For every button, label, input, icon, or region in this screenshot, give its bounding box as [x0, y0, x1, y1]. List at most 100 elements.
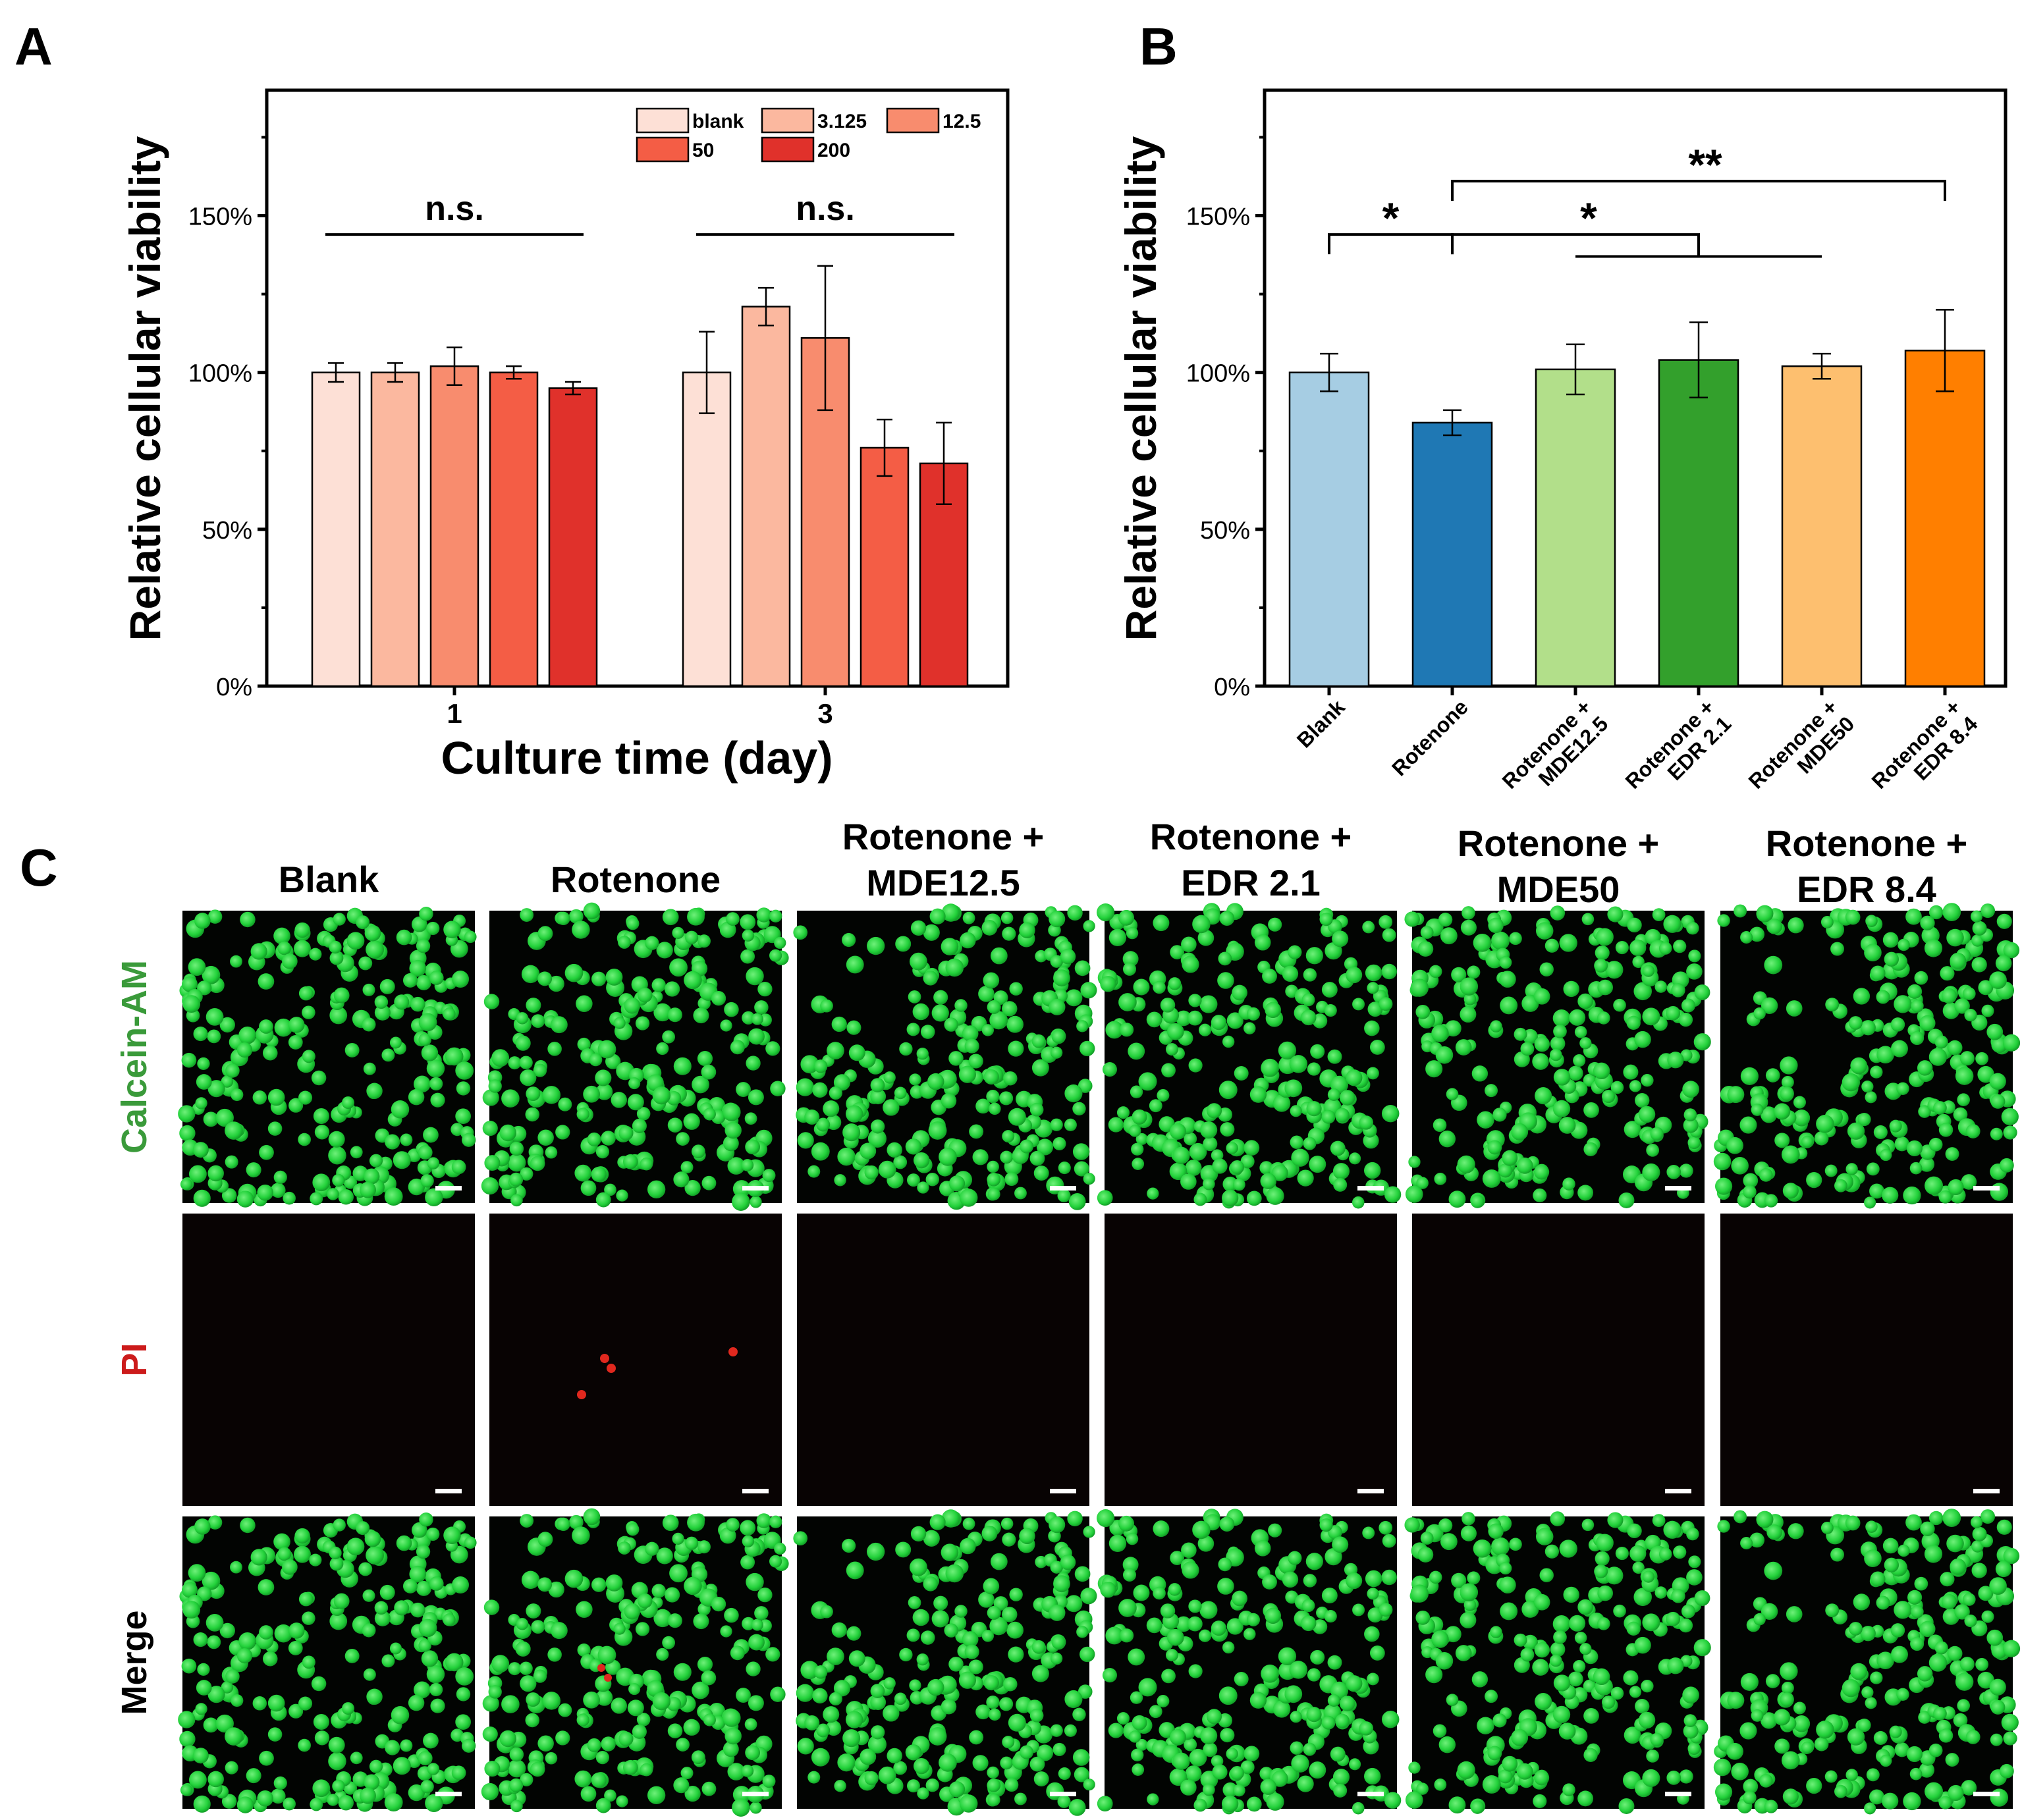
live-cell — [1289, 1055, 1308, 1073]
live-cell — [1633, 982, 1653, 1001]
live-cell — [1731, 1763, 1749, 1780]
live-cell — [1188, 1599, 1202, 1613]
live-cell — [1265, 1607, 1281, 1624]
live-cell — [640, 1157, 653, 1171]
live-cell — [443, 1613, 456, 1626]
live-cell — [595, 1069, 612, 1086]
live-cell — [381, 1048, 395, 1062]
live-cell — [1050, 1724, 1063, 1737]
live-cell — [1925, 1176, 1944, 1195]
live-cell — [1825, 998, 1840, 1012]
live-cell — [1971, 957, 1987, 973]
live-cell — [1271, 1770, 1288, 1787]
live-cell — [515, 1035, 531, 1051]
live-cell — [1765, 1674, 1780, 1688]
live-cell — [1297, 1775, 1314, 1792]
chart-b-sig-label: ** — [1688, 140, 1722, 189]
live-cell — [1539, 1568, 1554, 1582]
live-cell — [1000, 1756, 1014, 1770]
live-cell — [525, 1107, 540, 1122]
microscopy-row-label: PI — [115, 1343, 154, 1376]
live-cell — [180, 1178, 192, 1191]
live-cell — [1925, 1782, 1944, 1801]
live-cell — [294, 940, 311, 957]
live-cell — [1467, 965, 1481, 979]
live-cell — [350, 1146, 363, 1159]
live-cell — [1303, 968, 1317, 982]
live-cell — [636, 1713, 651, 1726]
micrograph-1-5 — [1720, 1214, 2013, 1506]
live-cell — [845, 1711, 863, 1728]
live-cell — [1889, 1725, 1902, 1738]
live-cell — [288, 1703, 304, 1719]
live-cell — [1914, 971, 1928, 985]
live-cell — [1577, 993, 1594, 1009]
live-cell — [703, 1108, 716, 1121]
live-cell — [369, 1154, 383, 1167]
live-cell — [1060, 1554, 1076, 1570]
live-cell — [577, 1643, 591, 1657]
live-cell — [1467, 1571, 1481, 1585]
live-cell — [1793, 1715, 1811, 1732]
live-cell — [1067, 1511, 1083, 1527]
live-cell — [429, 971, 444, 985]
live-cell — [329, 940, 342, 954]
live-cell — [1595, 945, 1610, 961]
live-cell — [1451, 967, 1467, 982]
live-cell — [537, 1735, 554, 1752]
chart-b-bar — [1658, 359, 1739, 687]
live-cell — [1550, 1511, 1566, 1526]
live-cell — [983, 1674, 999, 1691]
panel-letter-a: A — [14, 17, 53, 76]
live-cell — [1330, 1746, 1346, 1762]
live-cell — [1271, 1164, 1288, 1181]
live-cell — [550, 1016, 568, 1034]
live-cell — [910, 952, 927, 971]
live-cell — [870, 1725, 885, 1740]
dead-cell — [577, 1390, 586, 1399]
live-cell — [583, 902, 601, 920]
live-cell — [332, 1779, 345, 1793]
live-cell — [230, 1561, 242, 1574]
live-cell — [1853, 1593, 1871, 1611]
live-cell — [962, 1517, 975, 1530]
scale-bar — [742, 1792, 769, 1796]
live-cell — [1420, 1532, 1434, 1545]
live-cell — [656, 942, 673, 959]
live-cell — [1033, 1165, 1049, 1181]
live-cell — [1658, 942, 1672, 955]
live-cell — [1766, 919, 1782, 934]
live-cell — [181, 976, 198, 992]
live-cell — [338, 1189, 354, 1205]
live-cell — [1097, 1509, 1115, 1528]
live-cell — [1405, 1185, 1423, 1203]
live-cell — [1097, 903, 1115, 922]
live-cell — [1918, 1711, 1931, 1724]
live-cell — [393, 1151, 411, 1169]
live-cell — [1198, 1023, 1212, 1036]
live-cell — [482, 1726, 498, 1742]
live-cell — [1961, 1780, 1977, 1796]
live-cell — [1950, 952, 1967, 969]
microscopy-column-header-line: EDR 2.1 — [1181, 862, 1321, 903]
live-cell — [360, 1787, 376, 1804]
live-cell — [1362, 921, 1375, 934]
live-cell — [746, 1056, 761, 1071]
live-cell — [1793, 1701, 1806, 1715]
live-cell — [1078, 1684, 1093, 1699]
live-cell — [1146, 1617, 1162, 1634]
live-cell — [1906, 1746, 1923, 1762]
live-cell — [1999, 1763, 2014, 1779]
live-cell — [1511, 1728, 1529, 1746]
live-cell — [1050, 955, 1064, 968]
live-cell — [389, 1642, 402, 1655]
microscopy-column-header-line: Rotenone + — [842, 816, 1044, 857]
live-cell — [1410, 1584, 1429, 1603]
live-cell — [1781, 1751, 1800, 1770]
live-cell — [1801, 1741, 1813, 1753]
live-cell — [662, 1030, 676, 1044]
live-cell — [310, 1798, 323, 1811]
live-cell — [627, 1700, 644, 1717]
live-cell — [1002, 1736, 1015, 1749]
live-cell — [1624, 1121, 1641, 1138]
